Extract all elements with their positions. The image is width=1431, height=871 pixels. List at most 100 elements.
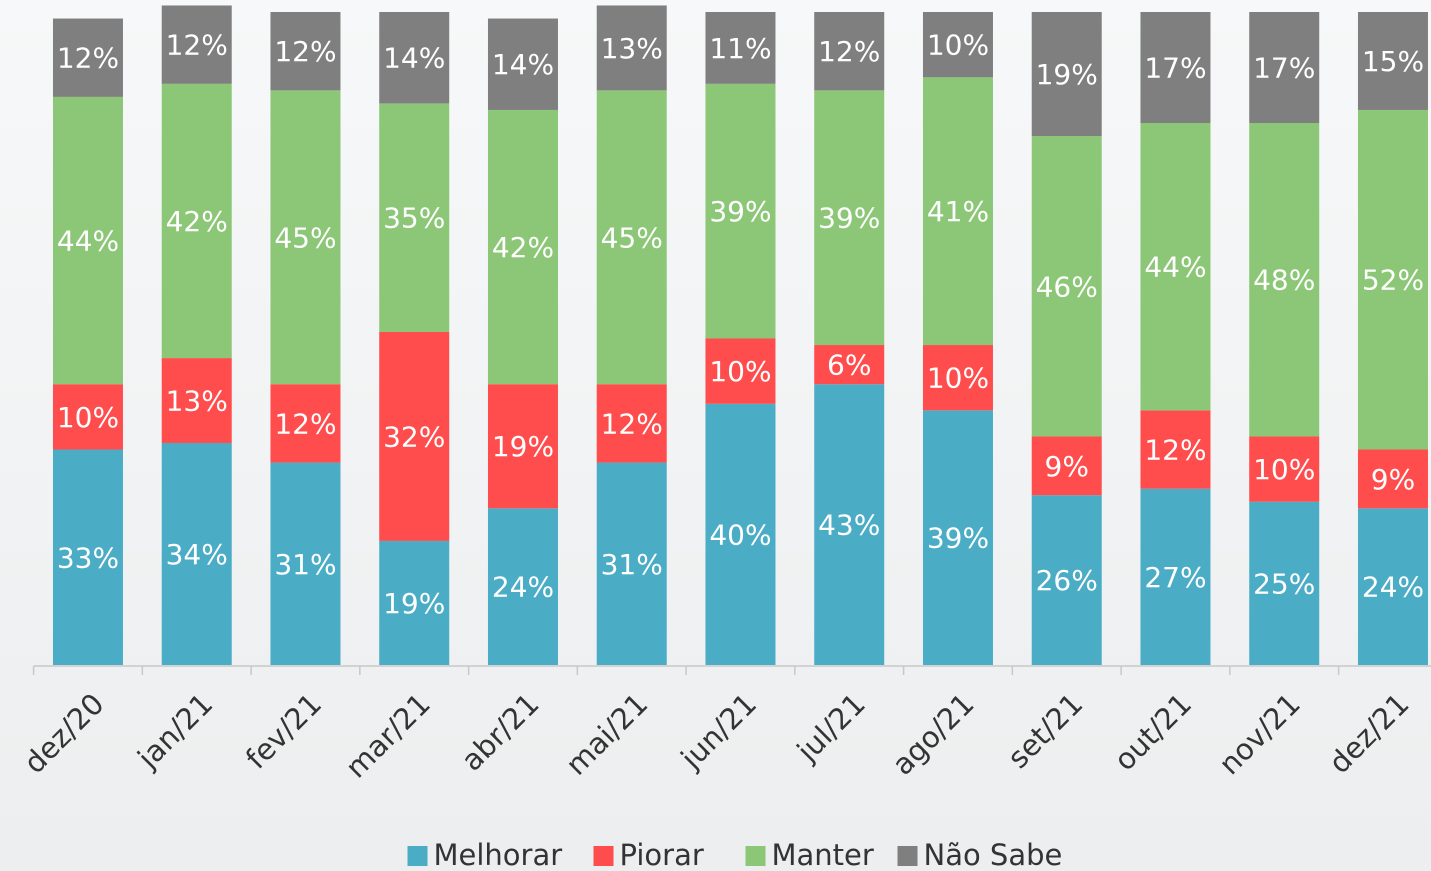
data-label: 19% (383, 587, 445, 620)
data-label: 42% (492, 231, 554, 264)
data-label: 17% (1144, 52, 1206, 85)
data-label: 26% (1036, 564, 1098, 597)
data-label: 24% (492, 571, 554, 604)
data-label: 12% (166, 29, 228, 62)
bar-segment (1357, 508, 1428, 665)
data-label: 39% (709, 195, 771, 228)
x-tick-label: abr/21 (455, 687, 546, 778)
bar-segment (1249, 123, 1320, 437)
bar-segment (1031, 436, 1102, 496)
x-tick-label: jul/21 (790, 687, 872, 769)
bar-segment (922, 77, 993, 346)
bar-segment (1031, 12, 1102, 137)
data-label: 12% (274, 35, 336, 68)
data-label: 12% (1144, 434, 1206, 467)
bar-segment (52, 384, 123, 450)
data-label: 9% (1045, 450, 1089, 483)
x-tick-label: fev/21 (239, 687, 328, 776)
data-label: 12% (601, 407, 663, 440)
data-label: 48% (1253, 264, 1315, 297)
data-label: 17% (1253, 52, 1315, 85)
bar-segment (1249, 436, 1320, 502)
data-label: 31% (601, 548, 663, 581)
legend-label: Manter (772, 838, 874, 871)
bar-segment (1031, 136, 1102, 437)
legend-swatch (407, 846, 428, 866)
data-label: 35% (383, 202, 445, 235)
bar-segment (705, 12, 776, 84)
data-label: 15% (1362, 45, 1424, 78)
data-label: 44% (57, 225, 119, 258)
data-label: 39% (818, 202, 880, 235)
bar-segment (596, 384, 667, 463)
data-label: 45% (274, 221, 336, 254)
x-tick-label: dez/21 (1322, 687, 1415, 780)
data-label: 41% (927, 195, 989, 228)
x-tick-label: jun/21 (674, 687, 763, 776)
legend-label: Melhorar (434, 838, 563, 871)
bar-segment (1357, 109, 1428, 450)
bar-segment (1140, 488, 1211, 665)
legend-label: Piorar (620, 838, 704, 871)
bar-segment (161, 358, 232, 443)
bar-segment (705, 83, 776, 339)
data-label: 44% (1144, 251, 1206, 284)
data-label: 11% (709, 32, 771, 65)
data-label: 10% (927, 362, 989, 395)
data-label: 34% (166, 538, 228, 571)
bar-segment (814, 12, 885, 91)
bar-segment (379, 103, 450, 332)
bar-segment (814, 90, 885, 346)
bar-segment (487, 18, 558, 110)
bar-segment (52, 18, 123, 97)
data-label: 32% (383, 420, 445, 453)
x-tick-label: set/21 (1001, 687, 1089, 775)
data-label: 6% (827, 349, 871, 382)
x-tick-label: dez/20 (17, 687, 110, 780)
data-label: 10% (1253, 453, 1315, 486)
bar-segment (52, 96, 123, 385)
bar-segment (922, 345, 993, 411)
data-label: 19% (492, 430, 554, 463)
bar-segment (270, 90, 341, 385)
bar-segment (161, 442, 232, 665)
data-label: 12% (818, 35, 880, 68)
bar-segment (379, 331, 450, 541)
data-label: 27% (1144, 561, 1206, 594)
data-label: 25% (1253, 567, 1315, 600)
bar-segment (161, 5, 232, 84)
legend-label: Não Sabe (924, 838, 1063, 871)
data-label: 42% (166, 205, 228, 238)
data-label: 13% (601, 32, 663, 65)
data-label: 13% (166, 385, 228, 418)
bar-segment (922, 12, 993, 78)
bar-segment (814, 345, 885, 385)
bar-segment (705, 338, 776, 404)
bar-segment (1031, 495, 1102, 665)
data-label: 12% (57, 42, 119, 75)
data-label: 12% (274, 407, 336, 440)
bar-segment (596, 90, 667, 385)
data-label: 10% (57, 401, 119, 434)
data-label: 45% (601, 221, 663, 254)
bar-segment (596, 462, 667, 665)
bar-segment (270, 384, 341, 463)
data-label: 10% (709, 355, 771, 388)
x-tick-label: mar/21 (339, 687, 437, 785)
bar-segment (487, 384, 558, 509)
bar-segment (1249, 501, 1320, 665)
data-label: 46% (1036, 270, 1098, 303)
bar-segment (1140, 123, 1211, 411)
bar-segment (1140, 410, 1211, 489)
data-label: 19% (1036, 58, 1098, 91)
bar-segment (487, 109, 558, 385)
bar-segment (379, 12, 450, 104)
bar-segment (1357, 449, 1428, 509)
bar-segment (814, 384, 885, 665)
bar-segment (52, 449, 123, 665)
data-label: 14% (492, 48, 554, 81)
bar-segment (270, 12, 341, 91)
x-tick-label: out/21 (1107, 687, 1198, 778)
data-label: 40% (709, 518, 771, 551)
